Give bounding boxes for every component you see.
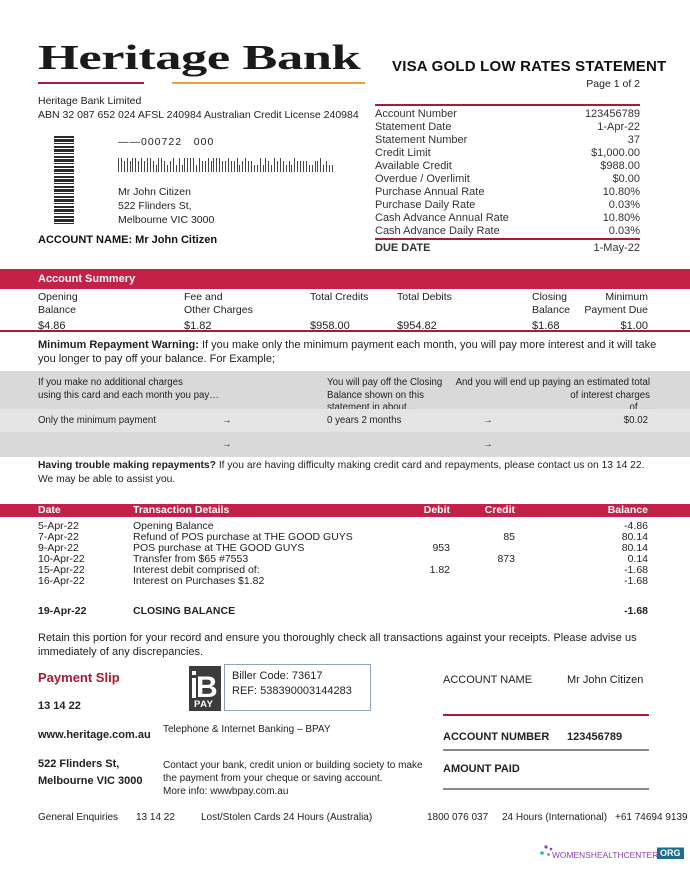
svg-text:PAY: PAY <box>194 699 214 710</box>
svg-text:ORG: ORG <box>660 848 681 858</box>
svg-text:WOMENSHEALTHCENTER.: WOMENSHEALTHCENTER. <box>552 850 661 860</box>
